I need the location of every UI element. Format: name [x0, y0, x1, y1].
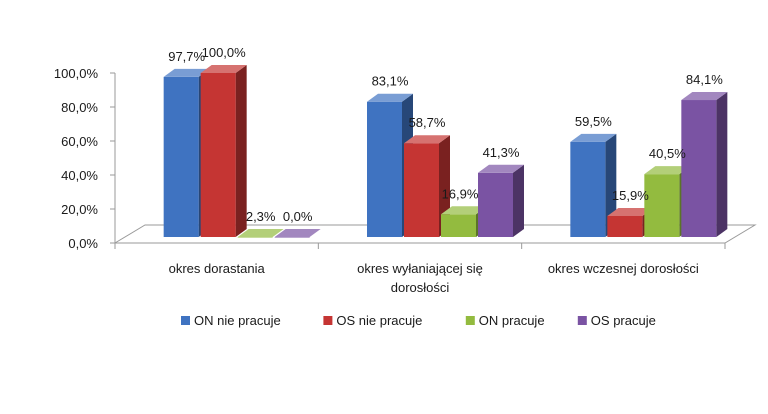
bar-2-2: [404, 135, 450, 237]
data-label: 2,3%: [246, 209, 276, 224]
legend-swatch: [465, 316, 475, 325]
bar-3-1: [237, 229, 284, 238]
data-label: 59,5%: [575, 114, 612, 129]
bars: [163, 65, 728, 238]
data-label: 41,3%: [483, 145, 520, 160]
legend-item: ON nie pracuje: [181, 313, 281, 328]
y-tick-label: 40,0%: [61, 168, 98, 183]
bar-side: [235, 65, 247, 237]
bar-top: [478, 164, 524, 173]
legend-swatch: [577, 316, 587, 325]
bar-top: [404, 135, 450, 144]
y-tick-label: 20,0%: [61, 202, 98, 217]
bar-top: [570, 133, 617, 142]
bar-front: [478, 172, 513, 237]
bar-front: [404, 143, 439, 237]
bar-side: [513, 164, 524, 237]
bar-side: [716, 92, 728, 237]
bar-top: [367, 93, 413, 102]
legend-label: OS nie pracuje: [336, 313, 422, 328]
legend-item: OS pracuje: [577, 313, 656, 328]
data-label: 97,7%: [168, 49, 205, 64]
bar-4-1: [274, 229, 321, 238]
bar-front: [681, 100, 717, 237]
bar-4-3: [681, 92, 728, 237]
legend-item: OS nie pracuje: [323, 313, 422, 328]
legend-item: ON pracuje: [465, 313, 545, 328]
bar-front: [163, 76, 199, 237]
x-tick-label: okres dorastania: [169, 261, 266, 276]
bar-front: [644, 174, 680, 237]
bar-front: [607, 215, 643, 237]
bar-1-3: [570, 133, 617, 237]
bar-front: [274, 237, 310, 238]
bar-top: [237, 229, 284, 237]
bar-top: [441, 206, 487, 215]
bar-2-1: [200, 65, 247, 237]
bar-top: [607, 207, 654, 216]
x-axis: okres dorastania okres wyłaniającej się do…: [114, 242, 726, 295]
legend-label: ON pracuje: [479, 313, 545, 328]
x-tick-label: okres wczesnej dorosłości: [548, 261, 699, 276]
bar-top: [681, 92, 728, 101]
y-tick-label: 0,0%: [68, 236, 98, 251]
data-label: 83,1%: [372, 74, 409, 89]
bar-front: [570, 141, 606, 237]
y-tick-label: 100,0%: [54, 66, 99, 81]
bar-top: [200, 65, 247, 73]
data-label: 0,0%: [283, 209, 313, 224]
data-label: 16,9%: [442, 186, 479, 201]
data-label: 84,1%: [686, 72, 723, 87]
bar-front: [367, 101, 402, 237]
data-label: 58,7%: [409, 115, 446, 130]
bar-top: [644, 166, 691, 175]
legend-swatch: [181, 316, 190, 325]
bar-4-2: [478, 164, 524, 237]
y-tick-label: 60,0%: [61, 134, 98, 149]
bar-front: [237, 237, 273, 238]
y-axis: 0,0% 20,0% 40,0% 60,0% 80,0% 100,0%: [54, 66, 116, 251]
bar-front: [200, 73, 236, 237]
data-label: 40,5%: [649, 146, 686, 161]
bar-top: [274, 229, 321, 237]
data-label: 100,0%: [202, 45, 247, 60]
data-label: 15,9%: [612, 188, 649, 203]
x-tick-label: dorosłości: [391, 280, 450, 295]
legend-label: ON nie pracuje: [194, 313, 281, 328]
legend: ON nie pracuje OS nie pracuje ON pracuje OS…: [181, 313, 656, 328]
data-labels: 97,7%100,0% 2,3% 0,0% 83,1% 58,7% 16,9% 41,3% 5…: [168, 45, 723, 224]
legend-label: OS pracuje: [591, 313, 656, 328]
x-tick-label: okres wyłaniającej się: [357, 261, 483, 276]
legend-swatch: [323, 316, 333, 325]
bar-top: [163, 68, 210, 77]
bar-side: [605, 133, 617, 237]
y-tick-label: 80,0%: [61, 100, 98, 115]
bar-front: [441, 214, 476, 237]
